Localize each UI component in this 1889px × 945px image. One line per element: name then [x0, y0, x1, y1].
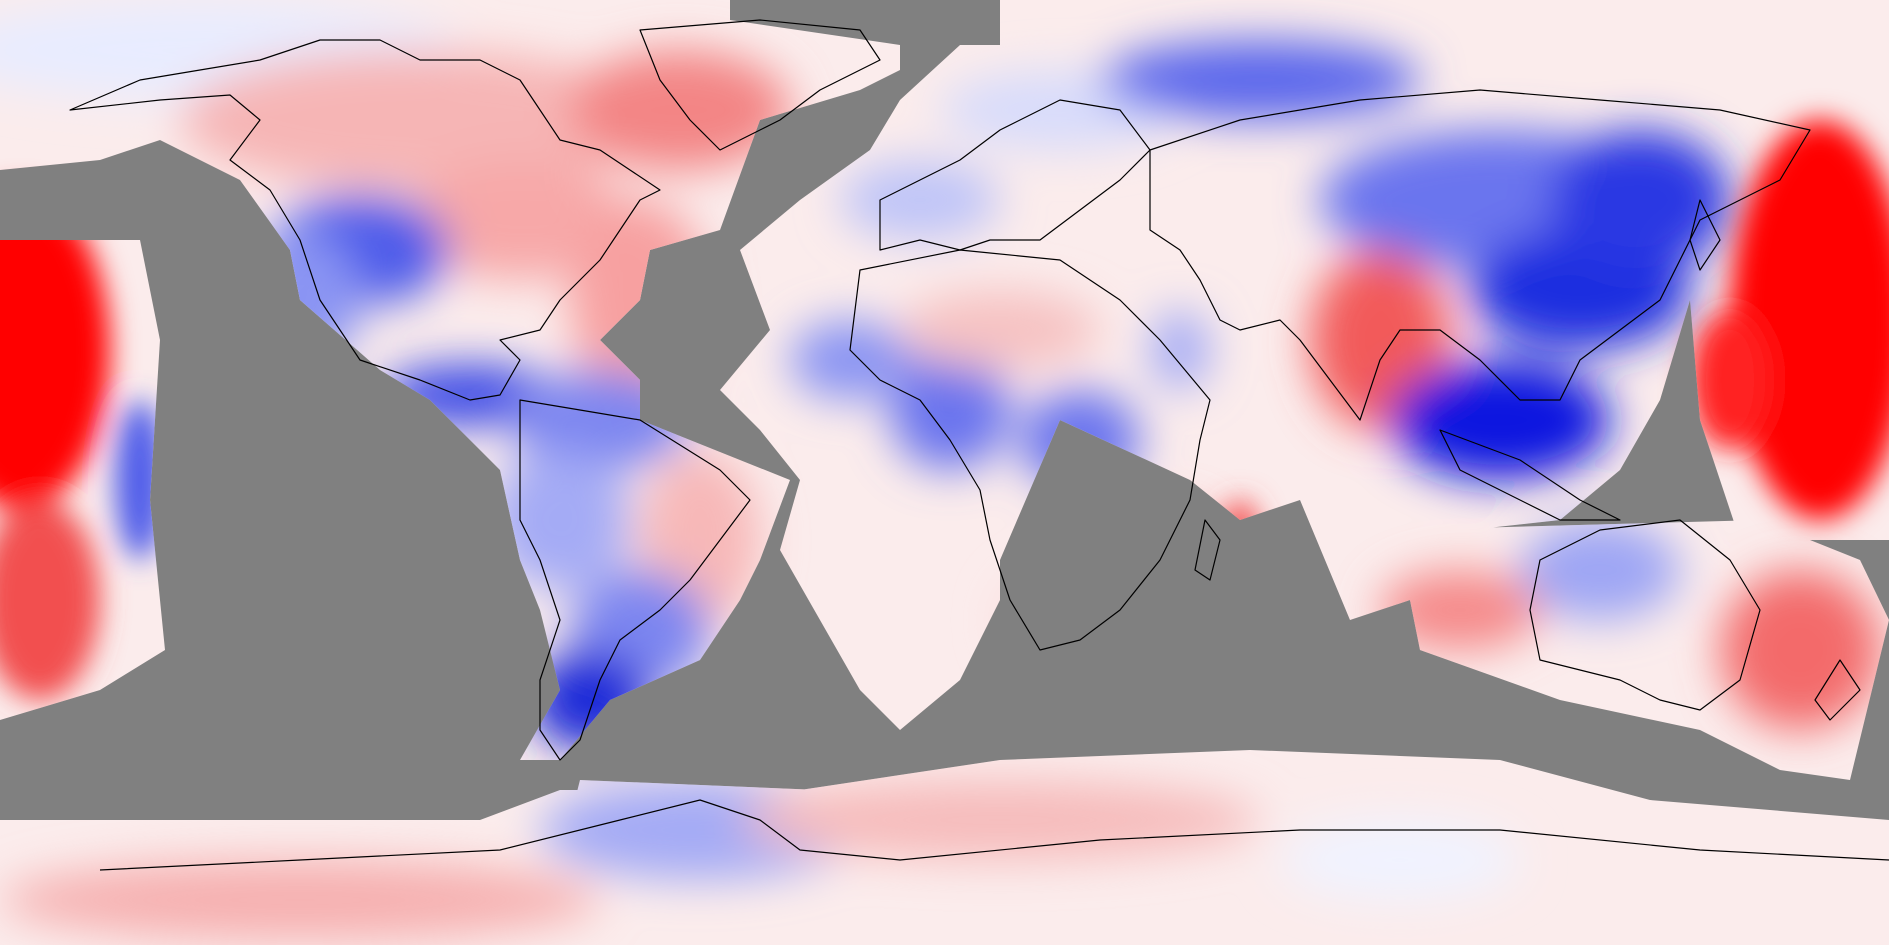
coastline-south-america	[519, 399, 751, 761]
coastline-north-america	[69, 39, 661, 401]
coastline-australia	[1529, 519, 1761, 711]
coastline-new-zealand	[1814, 659, 1861, 721]
coastline-africa	[849, 249, 1211, 651]
coastline-japan	[1689, 199, 1721, 271]
coastline-greenland	[639, 19, 881, 151]
coastline-europe	[879, 99, 1151, 251]
coastline-indonesia	[1439, 429, 1621, 521]
coastline-madagascar	[1194, 519, 1221, 581]
coastline-antarctica	[99, 799, 1889, 871]
coastline-asia	[1149, 89, 1811, 421]
coastlines	[69, 19, 1889, 871]
